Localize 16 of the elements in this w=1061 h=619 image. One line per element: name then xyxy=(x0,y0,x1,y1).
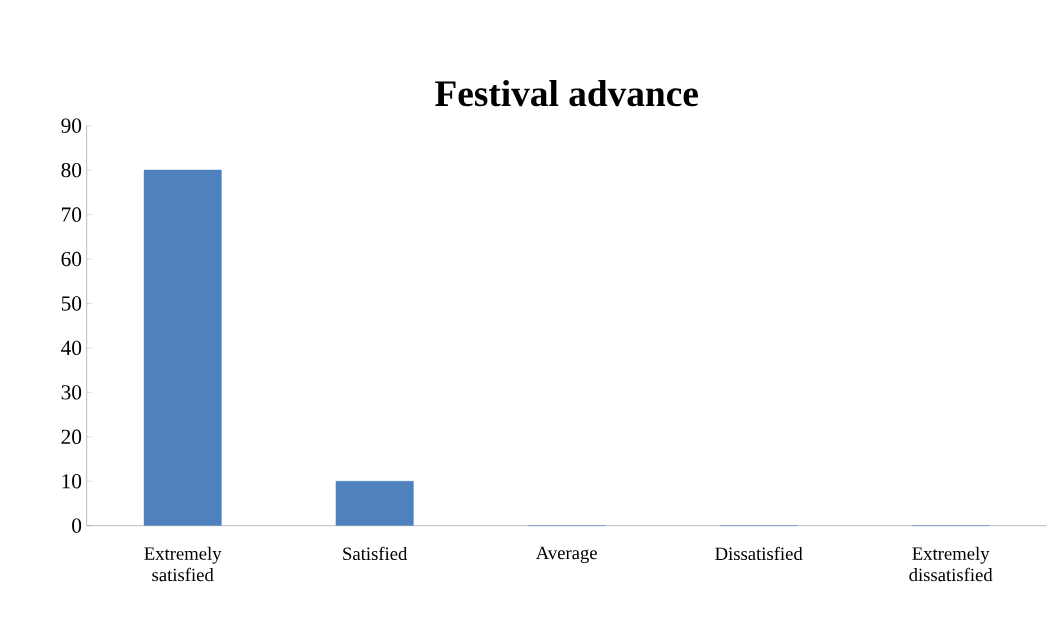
y-tick-label: 80 xyxy=(61,162,82,178)
y-tick-label: 60 xyxy=(61,251,82,267)
y-tick-label: 50 xyxy=(61,296,82,311)
x-tick-label: Extremely dissatisfied xyxy=(909,546,993,582)
y-tick-label: 10 xyxy=(62,474,82,489)
x-tick-label: Satisfied xyxy=(343,546,408,561)
y-tick-label: 20 xyxy=(61,429,82,444)
chart-title: Festival advance xyxy=(435,80,698,107)
y-tick-label: 40 xyxy=(61,340,82,356)
y-tick-label: 90 xyxy=(61,118,82,133)
x-tick-label: Average xyxy=(535,546,597,564)
x-tick-label: Dissatisfied xyxy=(715,546,803,561)
y-tick-label: 30 xyxy=(61,385,82,400)
x-tick-label: Extremely satisfied xyxy=(144,546,222,582)
y-tick-label: 70 xyxy=(62,207,82,222)
y-tick-label: 0 xyxy=(72,518,82,533)
